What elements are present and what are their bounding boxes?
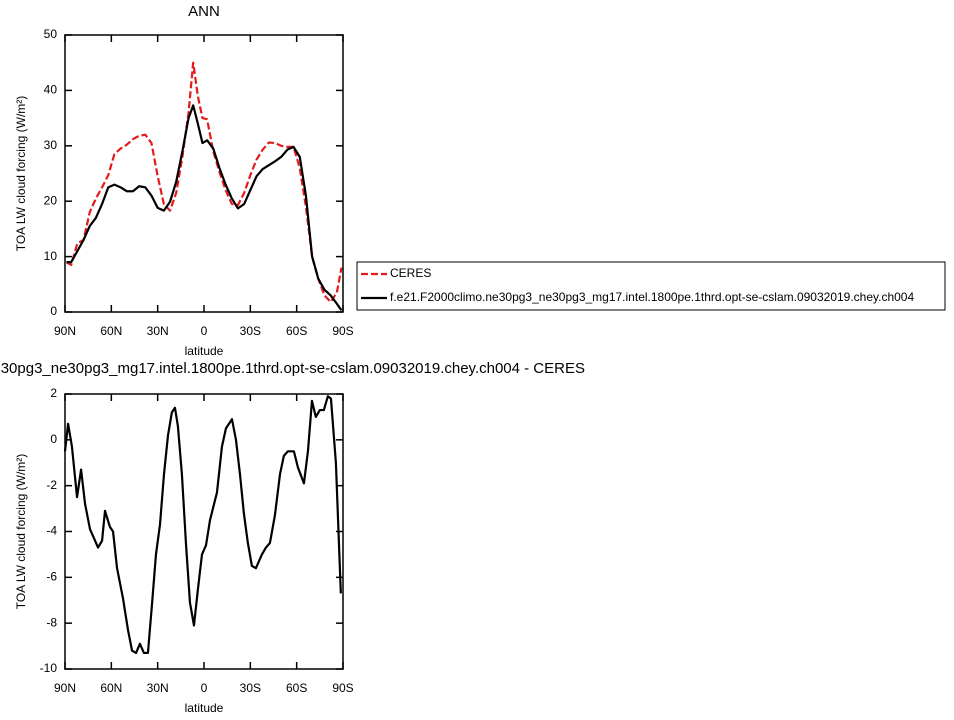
y-tick-label: 0 [50, 432, 57, 446]
legend-label: CERES [390, 266, 431, 280]
x-tick-label: 60S [286, 324, 307, 338]
x-axis-label: latitude [185, 701, 224, 715]
y-tick-label: 30 [44, 138, 58, 152]
y-tick-label: -2 [46, 478, 57, 492]
x-tick-label: 30N [147, 681, 169, 695]
x-tick-label: 90S [332, 324, 353, 338]
x-tick-label: 0 [201, 681, 208, 695]
y-tick-label: -6 [46, 570, 57, 584]
y-axis-label: TOA LW cloud forcing (W/m²) [14, 96, 28, 252]
y-tick-label: 0 [50, 304, 57, 318]
data-line [65, 61, 343, 304]
x-tick-label: 90N [54, 681, 76, 695]
x-tick-label: 60S [286, 681, 307, 695]
legend-box [356, 261, 946, 311]
x-tick-label: 30S [240, 681, 261, 695]
y-tick-label: -4 [46, 524, 57, 538]
y-tick-label: 2 [50, 386, 57, 400]
y-tick-label: 20 [44, 193, 58, 207]
data-line [63, 395, 342, 655]
y-tick-label: 40 [44, 83, 58, 97]
x-tick-label: 0 [201, 324, 208, 338]
y-tick-label: 10 [44, 249, 58, 263]
x-axis-label: latitude [185, 344, 224, 358]
x-tick-label: 30S [240, 324, 261, 338]
chart-title: ANN [188, 3, 220, 20]
x-tick-label: 30N [147, 324, 169, 338]
y-tick-label: -10 [40, 661, 58, 675]
x-tick-label: 60N [100, 681, 122, 695]
x-tick-label: 90S [332, 681, 353, 695]
y-tick-label: -8 [46, 615, 57, 629]
x-tick-label: 60N [100, 324, 122, 338]
legend-label: f.e21.F2000climo.ne30pg3_ne30pg3_mg17.in… [390, 290, 914, 304]
plot-frame [64, 34, 344, 313]
data-line [66, 104, 343, 311]
x-tick-label: 90N [54, 324, 76, 338]
chart-title: f.e21.F2000climo.ne30pg3_ne30pg3_mg17.in… [0, 360, 585, 377]
plot-frame [64, 393, 344, 670]
y-axis-label: TOA LW cloud forcing (W/m²) [14, 454, 28, 610]
y-tick-label: 50 [44, 27, 58, 41]
